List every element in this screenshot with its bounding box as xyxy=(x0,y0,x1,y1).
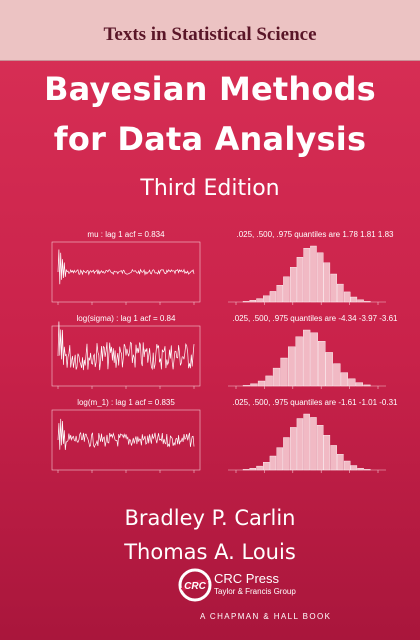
histogram-bar xyxy=(265,375,273,387)
crc-press-logo: CRC xyxy=(178,568,212,602)
histogram-bar xyxy=(364,301,371,303)
histogram-bar xyxy=(257,380,266,387)
histogram-bar xyxy=(340,372,348,387)
histogram-bar xyxy=(280,357,288,387)
histogram-bar xyxy=(303,329,311,387)
histogram-bar xyxy=(283,437,290,471)
book-title-line-1: Bayesian Methods xyxy=(44,70,376,108)
series-band: Texts in Statistical Science xyxy=(0,0,420,61)
histogram-bar xyxy=(350,296,358,303)
publisher-block: CRC CRC Press Taylor & Francis Group A C… xyxy=(160,568,410,632)
histogram-bar xyxy=(316,425,324,471)
histogram-bar xyxy=(355,382,363,387)
publisher-name: CRC Press xyxy=(214,571,280,586)
histogram-bar xyxy=(348,378,356,387)
histogram-bar xyxy=(325,352,333,387)
histogram-bar xyxy=(316,252,324,303)
histogram-bar xyxy=(263,462,270,471)
publisher-group: Taylor & Francis Group xyxy=(214,587,296,596)
histogram-bar xyxy=(363,384,371,387)
histogram-bar xyxy=(318,341,326,387)
histogram-bar xyxy=(288,346,296,387)
histogram-bar xyxy=(295,336,303,387)
histogram-bar xyxy=(272,367,281,387)
histogram-title: .025, .500, .975 quantiles are -1.61 -1.… xyxy=(232,398,398,407)
histogram-bar xyxy=(256,298,263,303)
histogram-bar xyxy=(310,245,317,303)
histogram-bar xyxy=(283,276,290,303)
histogram-bar xyxy=(303,413,310,471)
histogram-bar xyxy=(296,257,304,303)
author-2: Thomas A. Louis xyxy=(124,540,296,564)
histogram-bar xyxy=(249,468,256,471)
trace-plot-frame xyxy=(51,241,201,303)
histogram-bar xyxy=(337,283,344,303)
histogram-bar xyxy=(333,363,341,387)
trace-line xyxy=(57,249,195,285)
histogram-bar xyxy=(242,385,251,387)
book-title-line-2: for Data Analysis xyxy=(53,120,367,158)
trace-plot-title: mu : lag 1 acf = 0.834 xyxy=(87,230,165,239)
histogram-bar xyxy=(256,465,263,471)
histogram-bar xyxy=(290,267,297,303)
chapman-hall-line: A CHAPMAN & HALL BOOK xyxy=(200,612,332,621)
histogram-title: .025, .500, .975 quantiles are 1.78 1.81… xyxy=(236,230,394,239)
histogram-bar xyxy=(343,291,351,303)
histogram-bar xyxy=(290,427,297,471)
histogram-bar xyxy=(323,435,331,471)
histogram-bar xyxy=(250,383,258,387)
edition-label: Third Edition xyxy=(140,176,280,201)
histogram-bar xyxy=(303,247,310,303)
histogram-bar xyxy=(357,299,364,303)
histogram-bar xyxy=(276,285,284,303)
histogram-bar xyxy=(323,262,331,303)
histogram-bar xyxy=(269,291,277,303)
histogram-bar xyxy=(364,469,371,471)
histogram-bar xyxy=(343,460,351,471)
histogram-bar xyxy=(269,455,277,471)
trace-plot-title: log(sigma) : lag 1 acf = 0.84 xyxy=(77,314,176,323)
histogram-bar xyxy=(330,273,337,303)
histogram-bar xyxy=(310,417,317,471)
histogram-bar xyxy=(357,468,364,471)
series-title: Texts in Statistical Science xyxy=(103,24,317,45)
histogram-title: .025, .500, .975 quantiles are -4.34 -3.… xyxy=(232,314,398,323)
histogram-bar xyxy=(242,301,250,303)
trace-plot-title: log(m_1) : lag 1 acf = 0.835 xyxy=(77,398,175,407)
histogram-bar xyxy=(330,445,337,471)
histogram-bar xyxy=(276,447,284,471)
histogram-bar xyxy=(296,418,304,471)
histogram-bar xyxy=(310,332,318,387)
trace-line xyxy=(57,418,195,450)
histogram-bar xyxy=(249,300,256,303)
logo-text: CRC xyxy=(184,581,206,592)
histogram-bar xyxy=(263,295,270,303)
trace-line xyxy=(57,321,195,371)
histogram-bar xyxy=(337,454,344,471)
author-1: Bradley P. Carlin xyxy=(124,506,296,530)
histogram-bar xyxy=(242,469,250,471)
histogram-bar xyxy=(350,465,358,471)
